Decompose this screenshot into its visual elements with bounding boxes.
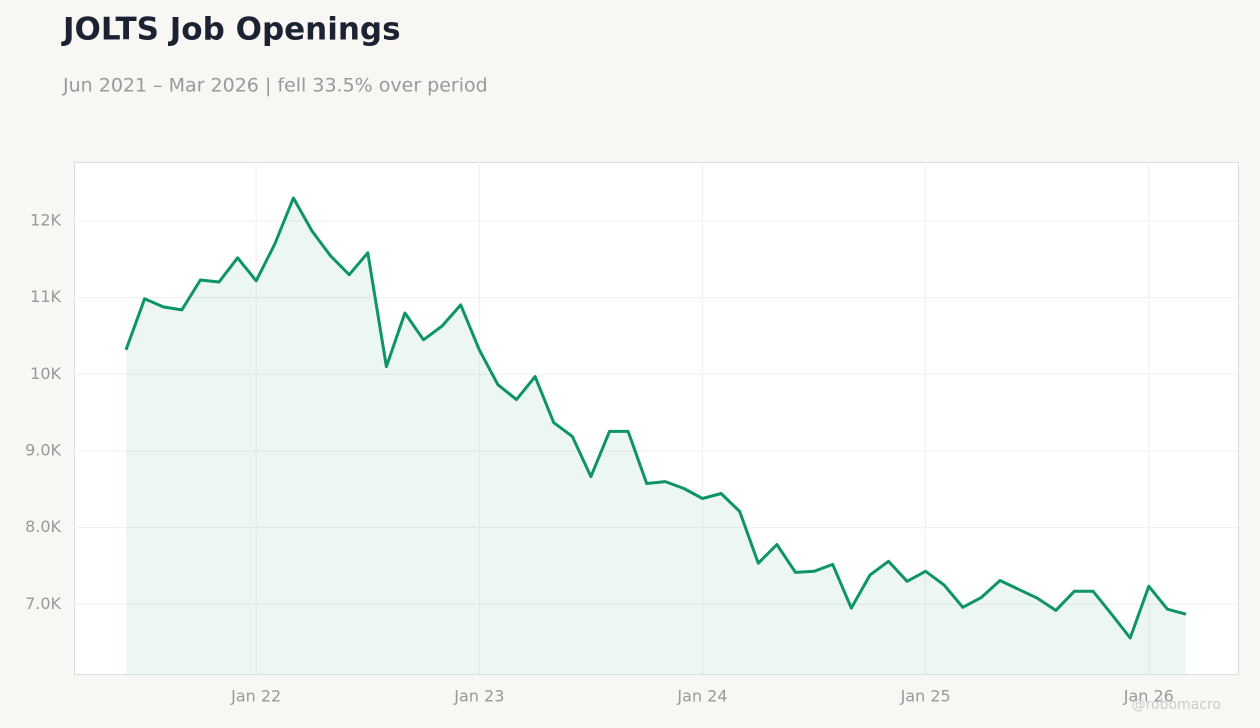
- y-tick-label: 10K: [30, 364, 61, 383]
- y-tick-label: 11K: [30, 287, 61, 306]
- y-tick-label: 9.0K: [25, 440, 61, 459]
- y-tick-label: 12K: [30, 211, 61, 230]
- x-tick-label: Jan 23: [453, 687, 504, 706]
- line: [124, 196, 1187, 640]
- chart-subtitle: Jun 2021 – Mar 2026 | fell 33.5% over pe…: [62, 75, 488, 97]
- x-tick-label: Jan 24: [676, 687, 727, 706]
- chart-title: JOLTS Job Openings: [61, 12, 401, 48]
- x-tick-label: Jan 26: [1123, 687, 1174, 706]
- area: [126, 198, 1186, 674]
- watermark: @robomacro: [1132, 697, 1221, 713]
- plot-area: [74, 162, 1239, 675]
- x-tick-label: Jan 22: [230, 687, 281, 706]
- y-tick-label: 7.0K: [25, 594, 61, 613]
- x-tick-label: Jan 25: [900, 687, 951, 706]
- y-tick-label: 8.0K: [25, 517, 61, 536]
